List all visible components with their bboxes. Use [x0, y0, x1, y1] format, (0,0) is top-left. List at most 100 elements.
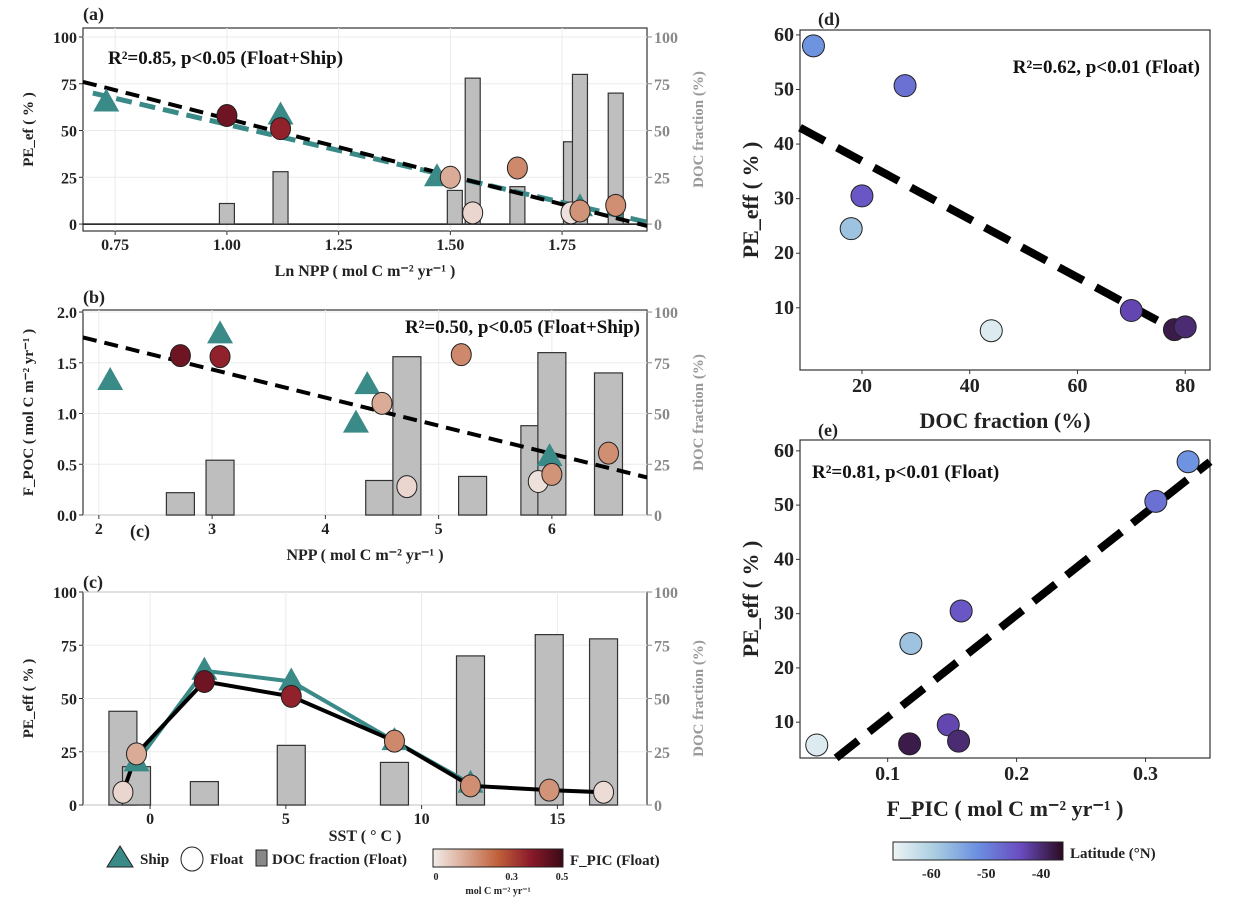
legend-left: Ship Float DOC fraction (Float) 0 0.3 0.5 mol … — [106, 845, 660, 897]
float-point — [569, 199, 591, 223]
x-tick-label: 0.1 — [875, 763, 900, 785]
y-tick-label: 10 — [774, 297, 794, 319]
y2-tick-label: 100 — [654, 585, 678, 602]
y-tick-label: 75 — [61, 77, 77, 94]
doc-legend-icon — [255, 849, 268, 867]
x-tick-label: 1.00 — [213, 237, 241, 254]
r2-annotation: R²=0.62, p<0.01 (Float) — [1013, 57, 1200, 78]
float-legend-icon — [180, 846, 204, 872]
y2-tick-label: 0 — [654, 508, 662, 525]
x-tick-label: 1.25 — [325, 237, 353, 254]
x-axis-label: Ln NPP ( mol C m⁻² yr⁻¹ ) — [275, 263, 456, 280]
panel-e: 0.1 0.2 0.3 10 20 30 40 50 60 (e) F_PIC ( mol C m⁻… — [738, 420, 1213, 821]
latitude-point — [898, 732, 922, 756]
ship-point — [267, 101, 294, 125]
y2-tick-label: 0 — [654, 217, 662, 234]
x-tick-label: 3 — [208, 521, 216, 538]
y2-tick-label: 25 — [654, 170, 670, 187]
y-tick-label: 1.0 — [57, 407, 77, 424]
panel-label: (c) — [83, 572, 103, 593]
y-axis-label: PE_ef ( % ) — [21, 92, 37, 167]
regression-line — [798, 124, 1177, 334]
doc-bar — [607, 92, 624, 225]
x-tick-label: 2 — [95, 521, 103, 538]
y-axis-label: PE_eff ( % ) — [21, 659, 37, 739]
ship-legend-icon — [106, 845, 134, 868]
y-tick-label: 100 — [53, 585, 77, 602]
y-tick-label: 1.5 — [57, 356, 77, 373]
y-axis-label: PE_eff ( % ) — [738, 541, 763, 658]
y2-tick-label: 50 — [654, 692, 670, 709]
y2-tick-label: 0 — [654, 798, 662, 815]
x-tick-label: 0.75 — [101, 237, 129, 254]
y2-tick-label: 100 — [654, 305, 678, 322]
latitude-colorbar — [892, 841, 1064, 861]
float-point — [450, 343, 472, 367]
float-point — [112, 780, 134, 804]
latitude-point — [1173, 315, 1197, 339]
panel-b: 2 3 4 5 6 0.0 0.5 1.0 1.5 2.0 0 25 50 75 100 DOC fracti… — [21, 287, 707, 564]
float-point — [462, 201, 484, 225]
float-line — [121, 679, 604, 795]
y-tick-label: 30 — [774, 603, 794, 625]
float-point — [605, 193, 627, 217]
float-point — [396, 475, 418, 499]
latitude-point — [1119, 299, 1143, 323]
y-tick-label: 0 — [69, 217, 77, 234]
plot-area — [799, 439, 1211, 759]
y-tick-label: 20 — [774, 657, 794, 679]
doc-bar — [218, 202, 236, 225]
x-tick-label: 80 — [1175, 375, 1195, 397]
y-tick-label: 2.0 — [57, 305, 77, 322]
ship-point — [342, 409, 369, 433]
float-point — [280, 684, 302, 708]
y-tick-label: 30 — [774, 188, 794, 210]
fpic-legend-title: F_PIC (Float) — [570, 853, 660, 869]
y-tick-label: 60 — [774, 440, 794, 462]
doc-bar — [365, 479, 395, 516]
x-tick-label: 6 — [548, 521, 556, 538]
y-tick-label: 25 — [61, 170, 77, 187]
y-tick-label: 40 — [774, 548, 794, 570]
latitude-point — [850, 184, 874, 208]
float-point — [538, 778, 560, 802]
latitude-point — [805, 733, 829, 757]
x-tick-label: 0 — [146, 811, 154, 828]
ship-point — [97, 367, 124, 391]
x-tick-label: 60 — [1067, 375, 1087, 397]
float-point — [371, 391, 393, 415]
y2-tick-label: 25 — [654, 745, 670, 762]
latitude-point — [947, 729, 971, 753]
y2-tick-label: 100 — [654, 30, 678, 47]
y2-tick-label: 75 — [654, 77, 670, 94]
latitude-point — [1176, 450, 1200, 474]
y2-tick-label: 25 — [654, 457, 670, 474]
panel-d: 20 40 60 80 10 20 30 40 50 60 (d) DOC fraction (%) P… — [738, 9, 1211, 433]
x-tick-label: 4 — [321, 521, 329, 538]
doc-bar — [272, 171, 289, 225]
doc-bar — [509, 186, 526, 225]
latitude-legend-title: Latitude (°N) — [1070, 846, 1156, 862]
y2-tick-label: 75 — [654, 356, 670, 373]
panel-label: (d) — [818, 9, 840, 30]
float-point — [439, 165, 461, 189]
latitude-colorbar-tick: -60 — [922, 867, 941, 882]
y-tick-label: 50 — [774, 78, 794, 100]
panel-a: 0.75 1.00 1.25 1.50 1.75 0 25 50 75 100 0 25 50 75 100… — [21, 4, 707, 280]
plot-area — [82, 27, 648, 232]
y-axis-label: F_POC ( mol C m⁻² yr⁻¹ ) — [21, 329, 37, 496]
y-tick-label: 75 — [61, 638, 77, 655]
x-tick-label: 20 — [852, 375, 872, 397]
y-tick-label: 50 — [774, 494, 794, 516]
float-point — [209, 345, 231, 369]
x-tick-label: 1.50 — [436, 237, 464, 254]
x-tick-label: 1.75 — [548, 237, 576, 254]
doc-bar — [205, 459, 235, 516]
regression-line — [833, 458, 1213, 762]
y2-axis-label: DOC fraction (%) — [691, 354, 707, 471]
ship-point — [278, 667, 305, 691]
y2-axis-label: DOC fraction (%) — [691, 71, 707, 188]
float-point — [270, 117, 292, 141]
latitude-point — [936, 713, 960, 737]
